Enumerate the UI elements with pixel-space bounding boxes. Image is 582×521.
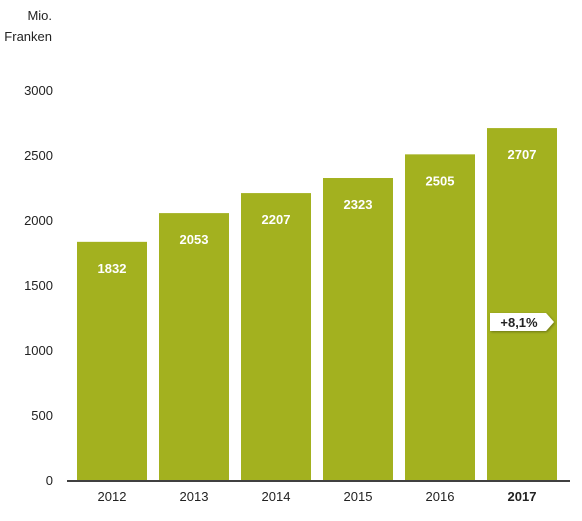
annotation-badge — [490, 313, 554, 331]
x-tick-label: 2012 — [98, 489, 127, 504]
y-tick-label: 3000 — [24, 83, 53, 98]
x-tick-label: 2013 — [180, 489, 209, 504]
x-tick-label: 2017 — [508, 489, 537, 504]
y-tick-label: 1500 — [24, 278, 53, 293]
x-tick-label: 2014 — [262, 489, 291, 504]
y-tick-label: 500 — [31, 408, 53, 423]
x-axis-ticks: 2012 2013 2014 2015 2016 2017 — [98, 489, 537, 504]
y-tick-label: 1000 — [24, 343, 53, 358]
bar — [77, 241, 147, 480]
bar — [487, 128, 557, 480]
y-axis-title: Mio. Franken — [4, 8, 52, 44]
y-axis-ticks: 0 500 1000 1500 2000 2500 3000 — [24, 83, 53, 488]
bar-value-label: 2323 — [344, 197, 373, 212]
bar-value-label: 1832 — [98, 261, 127, 276]
bar — [405, 154, 475, 480]
bar-value-label: 2207 — [262, 212, 291, 227]
bar — [241, 193, 311, 480]
y-tick-label: 2000 — [24, 213, 53, 228]
y-axis-title-line: Franken — [4, 29, 52, 44]
bar — [159, 213, 229, 481]
bars-group — [77, 128, 557, 481]
annotation-text: +8,1% — [500, 315, 538, 330]
bar-value-label: 2053 — [180, 232, 209, 247]
y-tick-label: 2500 — [24, 148, 53, 163]
bar-labels-group: 1832 2053 2207 2323 2505 2707 — [98, 147, 537, 276]
x-tick-label: 2016 — [426, 489, 455, 504]
bar-value-label: 2707 — [508, 147, 537, 162]
y-tick-label: 0 — [46, 473, 53, 488]
bar-value-label: 2505 — [426, 173, 455, 188]
x-tick-label: 2015 — [344, 489, 373, 504]
y-axis-title-line: Mio. — [27, 8, 52, 23]
bar — [323, 178, 393, 480]
annotation-group: +8,1% — [490, 313, 554, 331]
